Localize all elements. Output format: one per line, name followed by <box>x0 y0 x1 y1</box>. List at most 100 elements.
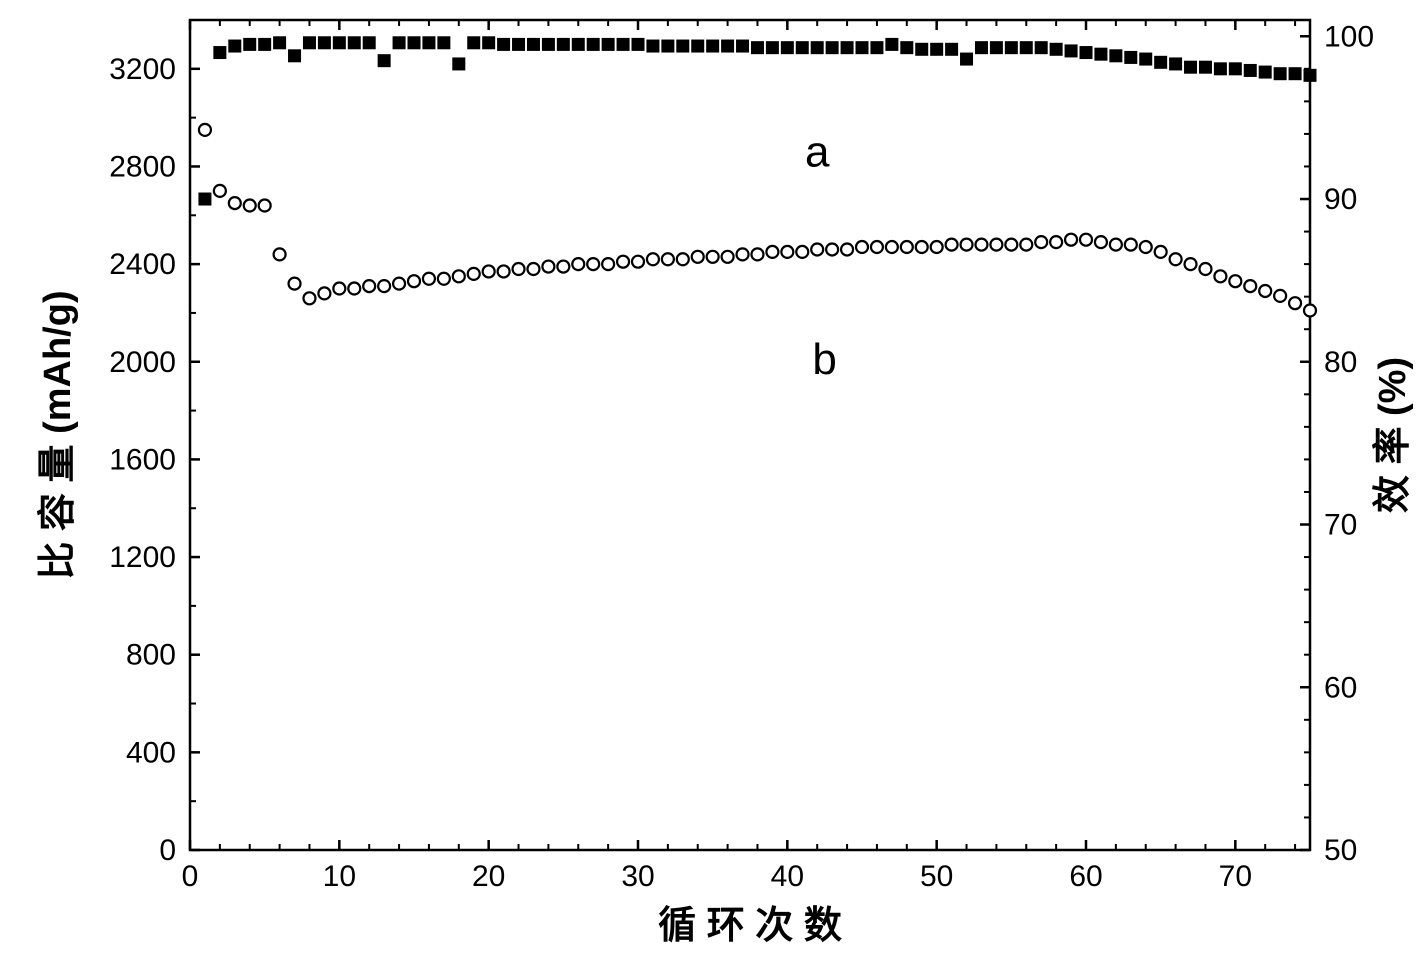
y-right-tick-label: 80 <box>1324 346 1357 379</box>
series-b-marker <box>483 265 495 277</box>
series-b-marker <box>722 251 734 263</box>
series-b-marker <box>1155 246 1167 258</box>
series-a-marker <box>1214 62 1227 75</box>
series-b-marker <box>1035 236 1047 248</box>
series-b-marker <box>289 278 301 290</box>
series-a-marker <box>1184 61 1197 74</box>
series-a-marker <box>796 41 809 54</box>
series-a-marker <box>258 38 271 51</box>
series-b-marker <box>766 246 778 258</box>
series-b-marker <box>737 248 749 260</box>
series-a-marker <box>706 40 719 53</box>
x-tick-label: 50 <box>920 860 953 893</box>
series-a-marker <box>870 41 883 54</box>
y-left-tick-label: 2800 <box>109 150 176 183</box>
series-a-marker <box>437 36 450 49</box>
series-a-marker <box>900 41 913 54</box>
series-a-marker <box>273 36 286 49</box>
series-b-marker <box>886 241 898 253</box>
y-left-tick-label: 3200 <box>109 53 176 86</box>
series-b-marker <box>1110 239 1122 251</box>
y-left-tick-label: 2400 <box>109 248 176 281</box>
y-right-tick-label: 100 <box>1324 20 1374 53</box>
series-b-marker <box>1095 236 1107 248</box>
dual-axis-scatter-chart: 010203040506070循 环 次 数040080012001600200… <box>0 0 1419 964</box>
y-right-tick-label: 70 <box>1324 509 1357 542</box>
series-a-marker <box>960 53 973 66</box>
series-a-marker <box>676 40 689 53</box>
y-right-tick-label: 60 <box>1324 671 1357 704</box>
series-b-marker <box>1080 234 1092 246</box>
series-a-marker <box>1080 46 1093 59</box>
series-a-marker <box>602 38 615 51</box>
series-a-efficiency <box>198 36 1316 205</box>
series-b-marker <box>1304 305 1316 317</box>
y-left-tick-label: 1200 <box>109 541 176 574</box>
x-tick-label: 60 <box>1069 860 1102 893</box>
series-a-marker <box>751 41 764 54</box>
series-b-marker <box>692 251 704 263</box>
series-b-marker <box>1140 241 1152 253</box>
series-b-marker <box>572 258 584 270</box>
series-b-marker <box>901 241 913 253</box>
y-right-tick-label: 50 <box>1324 834 1357 867</box>
series-b-marker <box>811 243 823 255</box>
series-a-marker <box>1154 56 1167 69</box>
series-a-marker <box>303 36 316 49</box>
series-a-marker <box>1065 44 1078 57</box>
y-right-tick-label: 90 <box>1324 183 1357 216</box>
series-b-marker <box>274 248 286 260</box>
series-a-marker <box>527 38 540 51</box>
series-a-marker <box>228 40 241 53</box>
series-a-marker <box>975 41 988 54</box>
series-a-marker <box>572 38 585 51</box>
series-b-marker <box>393 278 405 290</box>
series-a-marker <box>1035 41 1048 54</box>
series-a-marker <box>1094 48 1107 61</box>
series-a-marker <box>422 36 435 49</box>
y-left-axis-title: 比 容 量 (mAh/g) <box>37 290 79 579</box>
series-a-marker <box>1020 41 1033 54</box>
series-b-marker <box>1259 285 1271 297</box>
series-a-marker <box>542 38 555 51</box>
series-b-marker <box>946 239 958 251</box>
series-a-marker <box>1199 61 1212 74</box>
series-b-marker <box>1050 236 1062 248</box>
series-b-marker <box>841 243 853 255</box>
series-b-marker <box>990 239 1002 251</box>
series-a-marker <box>1124 51 1137 64</box>
y-left-tick-label: 400 <box>126 736 176 769</box>
series-b-marker <box>1214 270 1226 282</box>
y-left-tick-label: 800 <box>126 639 176 672</box>
series-b-marker <box>423 273 435 285</box>
series-b-marker <box>348 283 360 295</box>
series-b-marker <box>542 261 554 273</box>
series-b-marker <box>378 280 390 292</box>
series-b-marker <box>916 241 928 253</box>
series-b-marker <box>1125 239 1137 251</box>
series-a-marker <box>646 40 659 53</box>
series-a-marker <box>811 41 824 54</box>
series-a-marker <box>736 40 749 53</box>
series-b-marker <box>931 241 943 253</box>
series-a-marker <box>363 36 376 49</box>
series-b-marker <box>1199 263 1211 275</box>
series-a-marker <box>632 38 645 51</box>
series-b-marker <box>632 256 644 268</box>
series-b-marker <box>363 280 375 292</box>
series-a-marker <box>557 38 570 51</box>
series-b-marker <box>199 124 211 136</box>
series-a-marker <box>885 38 898 51</box>
y-left-tick-label: 2000 <box>109 346 176 379</box>
series-a-marker <box>198 193 211 206</box>
series-b-marker <box>453 270 465 282</box>
series-b-marker <box>468 268 480 280</box>
series-a-marker <box>288 49 301 62</box>
series-b-marker <box>662 253 674 265</box>
series-b-marker <box>781 246 793 258</box>
series-a-marker <box>408 36 421 49</box>
series-b-marker <box>871 241 883 253</box>
series-b-marker <box>1170 253 1182 265</box>
series-a-marker <box>1304 69 1317 82</box>
y-left-tick-label: 1600 <box>109 443 176 476</box>
